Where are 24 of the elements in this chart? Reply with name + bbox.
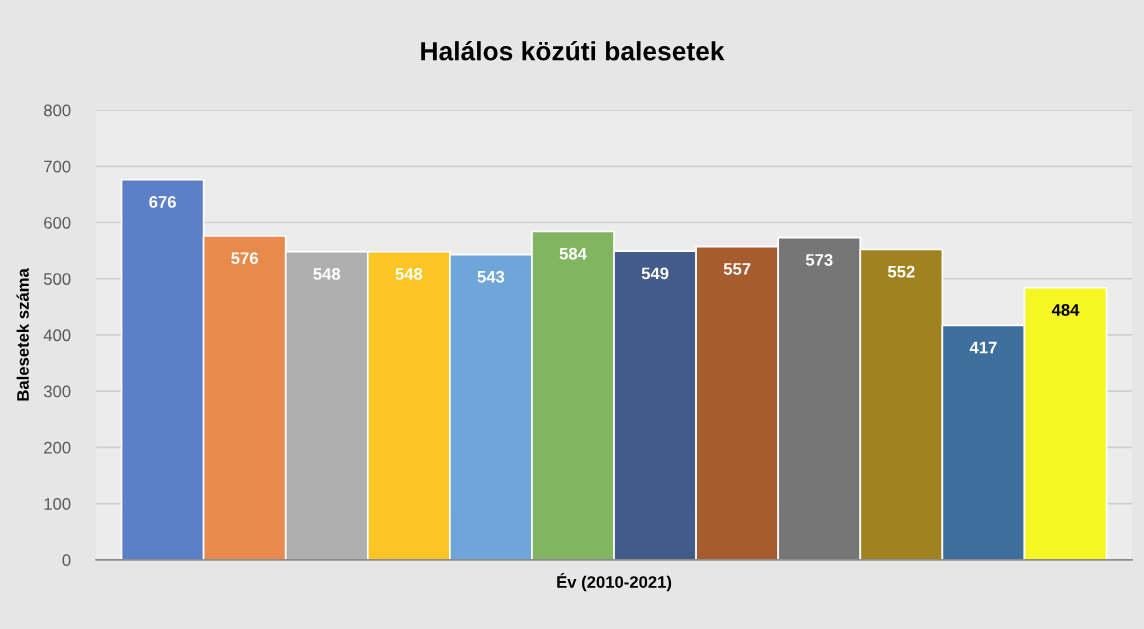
- chart-title: Halálos közúti balesetek: [421, 40, 725, 61]
- data-label: 548: [313, 268, 341, 280]
- data-label: 543: [477, 270, 505, 283]
- data-label: 676: [149, 196, 176, 208]
- y-tick-label: 200: [44, 441, 71, 454]
- data-label: 552: [887, 265, 915, 278]
- data-label: 549: [641, 267, 669, 280]
- data-label: 576: [231, 252, 258, 265]
- y-tick-label: 800: [44, 104, 71, 117]
- y-tick-label: 100: [44, 497, 71, 510]
- x-axis-title: Év (2010-2021): [557, 573, 672, 592]
- y-tick-label: 300: [43, 385, 71, 398]
- y-axis-title: Balesetek száma: [16, 268, 29, 401]
- y-tick-label: 700: [44, 160, 71, 173]
- data-label: 548: [395, 268, 423, 280]
- y-tick-label: 600: [44, 216, 71, 229]
- y-tick-label: 500: [43, 273, 71, 285]
- y-tick-label: 400: [43, 329, 71, 342]
- data-label: 484: [1051, 304, 1080, 316]
- y-tick-label: 0: [62, 554, 71, 567]
- data-label: 573: [805, 253, 833, 266]
- data-label: 417: [969, 341, 997, 354]
- data-label: 557: [723, 263, 751, 275]
- data-label: 584: [559, 247, 587, 260]
